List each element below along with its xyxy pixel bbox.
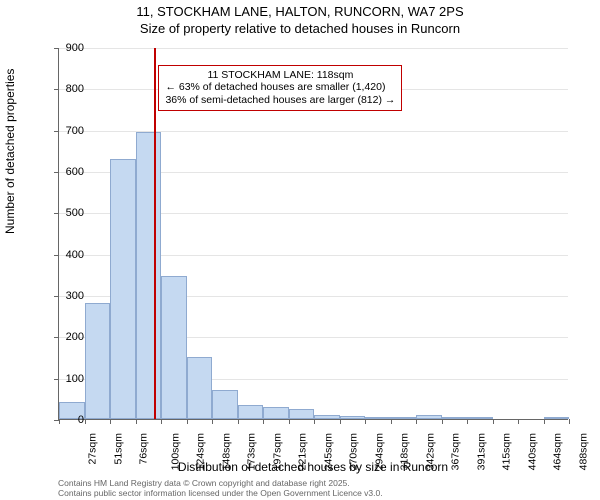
x-tick-label: 27sqm xyxy=(87,433,99,465)
histogram-bar xyxy=(314,415,340,419)
histogram-bar xyxy=(238,405,264,419)
x-axis-title: Distribution of detached houses by size … xyxy=(58,460,568,474)
x-tick-label: 391sqm xyxy=(475,433,487,470)
x-tick-label: 197sqm xyxy=(271,433,283,470)
x-tick-label: 415sqm xyxy=(500,433,512,470)
histogram-bar xyxy=(365,417,391,419)
y-tick-label: 400 xyxy=(46,249,84,261)
x-tick xyxy=(493,419,494,424)
chart-area: 11 STOCKHAM LANE: 118sqm← 63% of detache… xyxy=(58,48,568,420)
x-tick xyxy=(85,419,86,424)
x-tick-label: 464sqm xyxy=(551,433,563,470)
x-tick xyxy=(314,419,315,424)
y-gridline xyxy=(59,48,568,49)
histogram-bar xyxy=(442,417,468,419)
plot-area: 11 STOCKHAM LANE: 118sqm← 63% of detache… xyxy=(58,48,568,420)
annotation-line: ← 63% of detached houses are smaller (1,… xyxy=(165,81,395,94)
x-tick-label: 124sqm xyxy=(194,433,206,470)
x-tick-label: 488sqm xyxy=(577,433,589,470)
annotation-box: 11 STOCKHAM LANE: 118sqm← 63% of detache… xyxy=(158,65,402,111)
histogram-bar xyxy=(110,159,136,419)
credits: Contains HM Land Registry data © Crown c… xyxy=(58,478,383,498)
y-tick-label: 800 xyxy=(46,83,84,95)
x-tick xyxy=(365,419,366,424)
x-tick-label: 221sqm xyxy=(296,433,308,470)
histogram-bar xyxy=(544,417,570,419)
x-tick-label: 100sqm xyxy=(169,433,181,470)
x-tick-label: 294sqm xyxy=(373,433,385,470)
y-axis-title: Number of detached properties xyxy=(3,69,17,234)
credits-line1: Contains HM Land Registry data © Crown c… xyxy=(58,478,383,488)
x-tick xyxy=(110,419,111,424)
x-tick xyxy=(136,419,137,424)
x-tick-label: 148sqm xyxy=(220,433,232,470)
credits-line2: Contains public sector information licen… xyxy=(58,488,383,498)
x-tick xyxy=(416,419,417,424)
y-tick-label: 900 xyxy=(46,42,84,54)
x-tick xyxy=(340,419,341,424)
x-tick xyxy=(391,419,392,424)
y-tick-label: 300 xyxy=(46,290,84,302)
x-tick xyxy=(289,419,290,424)
histogram-bar xyxy=(391,417,417,419)
x-tick xyxy=(263,419,264,424)
histogram-bar xyxy=(416,415,442,419)
histogram-bar xyxy=(212,390,238,419)
x-tick xyxy=(442,419,443,424)
x-tick-label: 318sqm xyxy=(398,433,410,470)
histogram-bar xyxy=(136,132,162,419)
y-tick-label: 200 xyxy=(46,331,84,343)
x-tick xyxy=(569,419,570,424)
chart-title-line1: 11, STOCKHAM LANE, HALTON, RUNCORN, WA7 … xyxy=(0,4,600,21)
x-tick-label: 367sqm xyxy=(449,433,461,470)
histogram-bar xyxy=(187,357,213,419)
x-tick-label: 245sqm xyxy=(322,433,334,470)
x-tick-label: 51sqm xyxy=(112,433,124,465)
x-tick-label: 76sqm xyxy=(138,433,150,465)
annotation-line: 36% of semi-detached houses are larger (… xyxy=(165,94,395,107)
x-tick xyxy=(544,419,545,424)
y-tick-label: 100 xyxy=(46,373,84,385)
property-marker-line xyxy=(154,48,156,419)
x-tick xyxy=(161,419,162,424)
y-tick-label: 0 xyxy=(46,414,84,426)
x-tick-label: 342sqm xyxy=(424,433,436,470)
x-tick-label: 440sqm xyxy=(526,433,538,470)
x-tick xyxy=(467,419,468,424)
histogram-bar xyxy=(161,276,187,419)
annotation-line: 11 STOCKHAM LANE: 118sqm xyxy=(165,69,395,82)
histogram-bar xyxy=(263,407,289,419)
y-tick-label: 700 xyxy=(46,125,84,137)
y-tick-label: 600 xyxy=(46,166,84,178)
x-tick xyxy=(238,419,239,424)
x-tick xyxy=(187,419,188,424)
y-tick-label: 500 xyxy=(46,207,84,219)
histogram-bar xyxy=(289,409,315,419)
histogram-bar xyxy=(467,417,493,419)
histogram-bar xyxy=(340,416,366,419)
x-tick xyxy=(212,419,213,424)
x-tick xyxy=(518,419,519,424)
histogram-bar xyxy=(85,303,111,419)
x-tick-label: 270sqm xyxy=(347,433,359,470)
chart-title-line2: Size of property relative to detached ho… xyxy=(0,21,600,38)
x-tick-label: 173sqm xyxy=(245,433,257,470)
